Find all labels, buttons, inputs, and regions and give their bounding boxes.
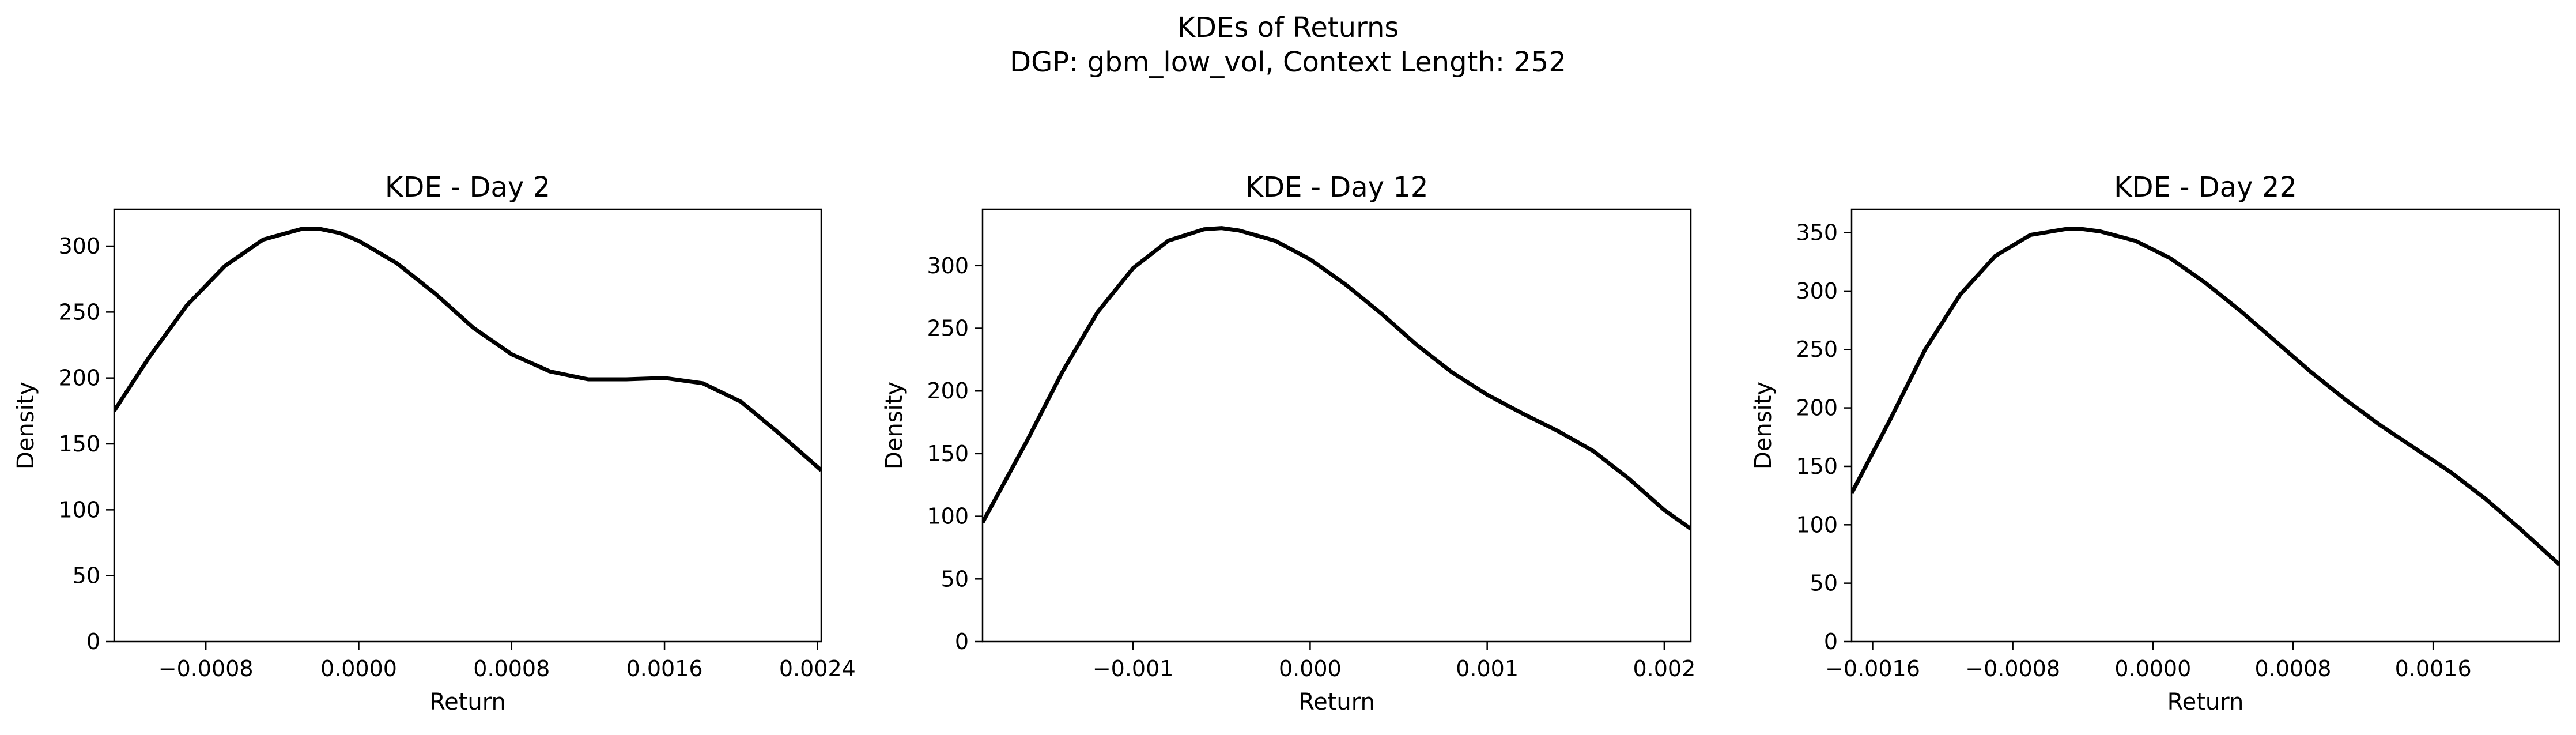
x-tick-label: 0.0008 xyxy=(473,656,550,681)
y-tick-label: 300 xyxy=(1796,278,1838,304)
y-tick-label: 100 xyxy=(1796,512,1838,537)
y-tick-label: 50 xyxy=(73,563,100,589)
x-tick-label: 0.0016 xyxy=(2395,656,2472,681)
x-tick-label: 0.000 xyxy=(1279,656,1342,681)
x-tick-label: 0.001 xyxy=(1456,656,1519,681)
subplot-title: KDE - Day 22 xyxy=(2114,171,2297,203)
y-tick-label: 350 xyxy=(1796,220,1838,246)
x-axis-label: Return xyxy=(429,689,506,715)
x-tick-label: −0.001 xyxy=(1093,656,1174,681)
kde-density-line xyxy=(983,226,1691,531)
y-axis-label: Density xyxy=(881,382,908,469)
y-tick-label: 100 xyxy=(58,497,100,522)
y-tick-label: 150 xyxy=(1796,454,1838,479)
subplot-3: KDE - Day 22 −0.0016 −0.0008 0.0000 0.0008 0.… xyxy=(1750,171,2560,715)
axes-frame xyxy=(981,208,1692,643)
subplot-title: KDE - Day 2 xyxy=(385,171,550,203)
axes-frame xyxy=(1850,208,2560,643)
y-tick-label: 250 xyxy=(927,316,969,341)
x-tick-label: 0.002 xyxy=(1633,656,1696,681)
x-tick-label: 0.0000 xyxy=(2114,656,2191,681)
y-tick-label: 300 xyxy=(927,253,969,278)
kde-density-line xyxy=(114,227,821,472)
y-tick-label: 200 xyxy=(927,378,969,404)
x-tick-label: 0.0016 xyxy=(626,656,703,681)
y-tick-label: 250 xyxy=(1796,337,1838,362)
x-tick-label: −0.0016 xyxy=(1825,656,1920,681)
y-tick-label: 200 xyxy=(1796,395,1838,421)
y-axis-label: Density xyxy=(13,382,39,469)
y-tick-label: 0 xyxy=(955,629,969,654)
subplot-1: KDE - Day 2 −0.0008 0.0000 0.0008 0.0016 0.00… xyxy=(13,171,856,715)
subplot-2: KDE - Day 12 −0.001 0.000 0.001 0.002 0 50 100 1… xyxy=(881,171,1695,715)
y-axis-label: Density xyxy=(1750,382,1777,469)
subplot-title: KDE - Day 12 xyxy=(1245,171,1429,203)
x-tick-label: 0.0008 xyxy=(2254,656,2331,681)
y-tick-label: 100 xyxy=(927,504,969,529)
kde-density-line xyxy=(1852,227,2559,566)
y-tick-label: 50 xyxy=(941,566,969,591)
y-tick-label: 0 xyxy=(86,629,100,654)
x-axis-label: Return xyxy=(1298,689,1375,715)
x-tick-label: −0.0008 xyxy=(158,656,254,681)
axes-frame xyxy=(113,208,822,643)
suptitle-line-2: DGP: gbm_low_vol, Context Length: 252 xyxy=(1010,46,1566,78)
y-tick-label: 300 xyxy=(58,233,100,259)
y-tick-label: 0 xyxy=(1824,629,1838,654)
suptitle-line-1: KDEs of Returns xyxy=(1177,12,1399,44)
x-tick-label: 0.0024 xyxy=(779,656,856,681)
x-tick-label: −0.0008 xyxy=(1965,656,2060,681)
y-tick-label: 200 xyxy=(58,365,100,391)
y-tick-label: 50 xyxy=(1810,571,1838,596)
figure-suptitle: KDEs of Returns DGP: gbm_low_vol, Contex… xyxy=(0,10,2576,80)
x-tick-label: 0.0000 xyxy=(320,656,397,681)
y-tick-label: 250 xyxy=(58,299,100,325)
x-axis-label: Return xyxy=(2167,689,2244,715)
y-tick-label: 150 xyxy=(58,431,100,457)
y-tick-label: 150 xyxy=(927,441,969,466)
